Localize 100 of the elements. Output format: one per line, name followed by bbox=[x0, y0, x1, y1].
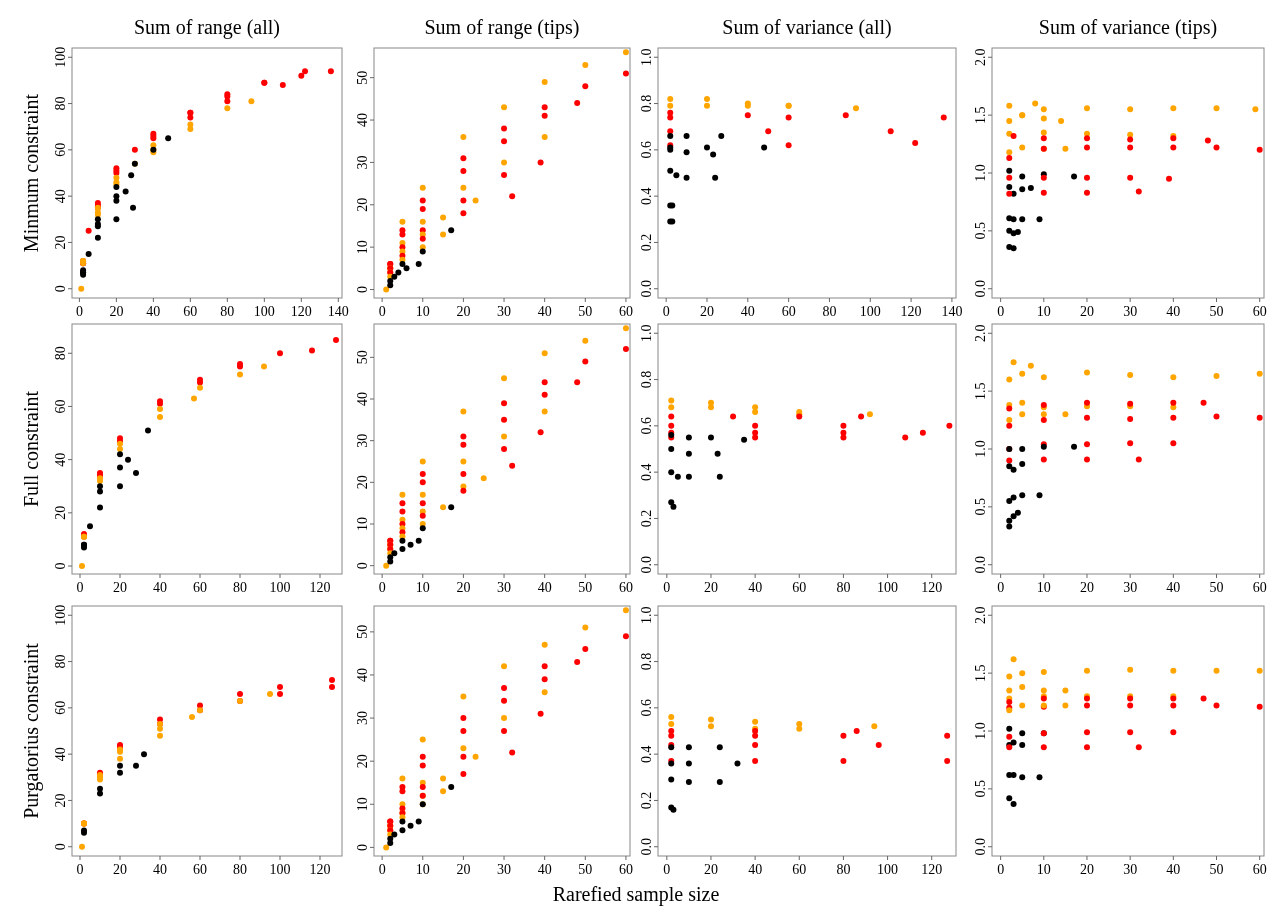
y-tick-label: 0.5 bbox=[973, 222, 988, 240]
chart-title: Sum of range (all) bbox=[133, 16, 281, 39]
x-tick-label: 60 bbox=[193, 580, 207, 595]
y-tick-label: 0.8 bbox=[639, 652, 654, 671]
x-tick-label: 30 bbox=[1123, 862, 1138, 877]
x-tick-label: 80 bbox=[233, 580, 247, 595]
x-tick-label: 10 bbox=[415, 580, 430, 595]
x-tick-label: 0 bbox=[76, 862, 84, 877]
x-tick-label: 60 bbox=[193, 862, 207, 877]
x-tick-label: 40 bbox=[153, 862, 167, 877]
x-tick-label: 120 bbox=[309, 580, 331, 595]
x-tick-label: 30 bbox=[497, 862, 512, 877]
x-tick-label: 60 bbox=[1252, 304, 1267, 319]
x-tick-label: 30 bbox=[1123, 580, 1138, 595]
y-tick-label: 0 bbox=[355, 843, 370, 851]
y-tick-label: 0.4 bbox=[639, 745, 654, 763]
y-tick-label: 0 bbox=[355, 562, 370, 570]
x-tick-label: 40 bbox=[153, 580, 167, 595]
y-tick-label: 1.0 bbox=[639, 48, 654, 67]
y-tick-label: 40 bbox=[53, 747, 68, 762]
y-tick-label: 0.0 bbox=[639, 555, 654, 574]
x-tick-label: 100 bbox=[253, 304, 275, 319]
x-tick-label: 120 bbox=[921, 580, 943, 595]
y-tick-label: 0.4 bbox=[639, 463, 654, 481]
y-tick-label: 30 bbox=[355, 155, 370, 170]
x-tick-label: 40 bbox=[537, 580, 552, 595]
x-tick-label: 60 bbox=[183, 304, 198, 319]
y-tick-label: 30 bbox=[355, 433, 370, 448]
x-tick-label: 0 bbox=[76, 580, 84, 595]
y-tick-label: 1.5 bbox=[973, 106, 988, 124]
x-tick-label: 140 bbox=[941, 304, 963, 319]
y-tick-label: 0.2 bbox=[639, 509, 654, 528]
x-tick-label: 20 bbox=[699, 304, 714, 319]
y-tick-label: 20 bbox=[53, 235, 68, 250]
x-tick-label: 0 bbox=[663, 580, 671, 595]
x-tick-label: 140 bbox=[327, 304, 349, 319]
y-tick-label: 1.0 bbox=[973, 164, 988, 182]
x-tick-label: 0 bbox=[997, 580, 1005, 595]
y-axis-title: Purgatorius constraint bbox=[20, 642, 43, 819]
y-tick-label: 10 bbox=[355, 240, 370, 255]
y-tick-label: 80 bbox=[53, 96, 68, 111]
x-tick-label: 20 bbox=[456, 304, 471, 319]
y-tick-label: 40 bbox=[53, 189, 68, 204]
y-tick-label: 0 bbox=[53, 562, 68, 570]
x-tick-label: 10 bbox=[1036, 862, 1051, 877]
x-tick-label: 40 bbox=[740, 304, 755, 319]
y-tick-label: 20 bbox=[355, 754, 370, 769]
x-tick-label: 40 bbox=[1166, 304, 1181, 319]
y-tick-label: 60 bbox=[53, 399, 68, 414]
y-tick-label: 0.8 bbox=[639, 370, 654, 389]
x-tick-label: 120 bbox=[290, 304, 312, 319]
x-tick-label: 50 bbox=[1209, 862, 1224, 877]
chart-title: Sum of variance (all) bbox=[722, 16, 892, 39]
y-tick-label: 1.5 bbox=[973, 664, 988, 682]
x-tick-label: 60 bbox=[618, 304, 633, 319]
x-tick-label: 100 bbox=[859, 304, 881, 319]
y-tick-label: 100 bbox=[53, 604, 68, 626]
x-tick-label: 30 bbox=[497, 304, 512, 319]
x-tick-label: 80 bbox=[836, 862, 851, 877]
y-tick-label: 50 bbox=[355, 624, 370, 639]
y-tick-label: 20 bbox=[53, 793, 68, 808]
x-tick-label: 40 bbox=[537, 862, 552, 877]
y-tick-label: 20 bbox=[355, 475, 370, 490]
x-tick-label: 10 bbox=[1036, 580, 1051, 595]
y-tick-label: 0.2 bbox=[639, 791, 654, 810]
x-tick-label: 40 bbox=[1166, 580, 1181, 595]
x-tick-label: 30 bbox=[1123, 304, 1138, 319]
x-tick-label: 60 bbox=[618, 862, 633, 877]
x-tick-label: 100 bbox=[877, 580, 899, 595]
y-tick-label: 50 bbox=[355, 70, 370, 85]
x-tick-label: 0 bbox=[663, 862, 671, 877]
y-tick-label: 10 bbox=[355, 797, 370, 812]
x-tick-label: 40 bbox=[748, 862, 763, 877]
y-tick-label: 80 bbox=[53, 654, 68, 669]
x-tick-label: 0 bbox=[997, 304, 1005, 319]
chart-title: Sum of range (tips) bbox=[424, 16, 580, 39]
y-tick-label: 0 bbox=[53, 843, 68, 851]
x-tick-label: 40 bbox=[1166, 862, 1181, 877]
y-tick-label: 40 bbox=[355, 113, 370, 128]
y-tick-label: 1.0 bbox=[639, 606, 654, 625]
x-tick-label: 50 bbox=[578, 304, 593, 319]
y-tick-label: 0.6 bbox=[639, 699, 654, 717]
x-tick-label: 20 bbox=[109, 304, 124, 319]
x-tick-label: 30 bbox=[497, 580, 512, 595]
y-tick-label: 1.0 bbox=[639, 324, 654, 343]
x-tick-label: 120 bbox=[900, 304, 922, 319]
x-tick-label: 60 bbox=[792, 580, 807, 595]
x-tick-label: 20 bbox=[1079, 580, 1094, 595]
x-tick-label: 80 bbox=[233, 862, 247, 877]
y-tick-label: 2.0 bbox=[973, 48, 988, 67]
x-tick-label: 60 bbox=[1252, 580, 1267, 595]
x-tick-label: 10 bbox=[415, 862, 430, 877]
y-tick-label: 10 bbox=[355, 517, 370, 531]
x-tick-label: 0 bbox=[662, 304, 670, 319]
x-axis-title: Rarefied sample size bbox=[552, 883, 720, 906]
x-tick-label: 50 bbox=[1209, 304, 1224, 319]
x-tick-label: 0 bbox=[997, 862, 1005, 877]
x-tick-label: 60 bbox=[781, 304, 796, 319]
y-tick-label: 0.5 bbox=[973, 780, 988, 798]
y-tick-label: 0.4 bbox=[639, 187, 654, 205]
